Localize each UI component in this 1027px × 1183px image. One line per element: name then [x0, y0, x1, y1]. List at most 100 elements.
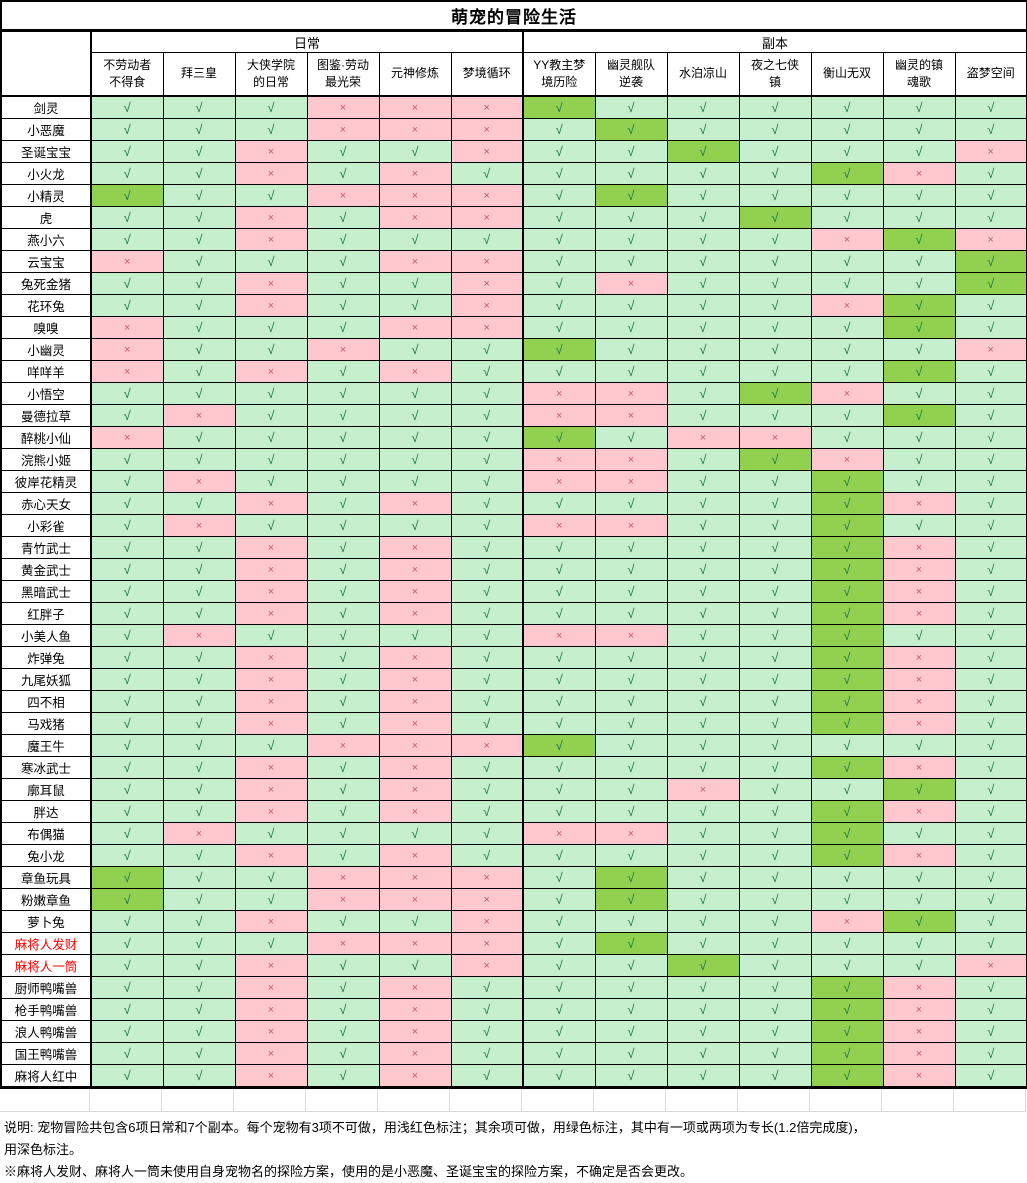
cell-cannot[interactable]: ×: [378, 580, 452, 603]
cell-specialty[interactable]: √: [810, 536, 884, 559]
cell-can[interactable]: √: [378, 140, 452, 163]
cell-cannot[interactable]: ×: [522, 822, 596, 845]
pet-name-cell[interactable]: 四不相: [0, 690, 92, 713]
cell-can[interactable]: √: [882, 932, 956, 955]
pet-name-cell[interactable]: 醉桃小仙: [0, 426, 92, 449]
cell-can[interactable]: √: [666, 910, 740, 933]
cell-cannot[interactable]: ×: [234, 998, 308, 1021]
cell-can[interactable]: √: [162, 360, 236, 383]
cell-cannot[interactable]: ×: [378, 932, 452, 955]
cell-can[interactable]: √: [594, 580, 668, 603]
cell-can[interactable]: √: [450, 844, 524, 867]
pet-name-cell[interactable]: 寒冰武士: [0, 756, 92, 779]
cell-can[interactable]: √: [522, 712, 596, 735]
cell-can[interactable]: √: [738, 558, 812, 581]
cell-can[interactable]: √: [162, 118, 236, 141]
cell-cannot[interactable]: ×: [234, 602, 308, 625]
cell-cannot[interactable]: ×: [882, 800, 956, 823]
cell-can[interactable]: √: [810, 250, 884, 273]
cell-can[interactable]: √: [738, 932, 812, 955]
cell-can[interactable]: √: [450, 492, 524, 515]
cell-cannot[interactable]: ×: [882, 756, 956, 779]
cell-can[interactable]: √: [450, 360, 524, 383]
cell-can[interactable]: √: [954, 118, 1027, 141]
cell-can[interactable]: √: [954, 1064, 1027, 1089]
cell-can[interactable]: √: [954, 976, 1027, 999]
cell-can[interactable]: √: [162, 338, 236, 361]
cell-can[interactable]: √: [594, 228, 668, 251]
cell-can[interactable]: √: [738, 1042, 812, 1065]
cell-cannot[interactable]: ×: [954, 954, 1027, 977]
cell-can[interactable]: √: [810, 426, 884, 449]
cell-cannot[interactable]: ×: [594, 404, 668, 427]
cell-cannot[interactable]: ×: [594, 470, 668, 493]
cell-cannot[interactable]: ×: [234, 800, 308, 823]
column-header-3[interactable]: 大侠学院 的日常: [234, 52, 308, 97]
cell-specialty[interactable]: √: [594, 118, 668, 141]
cell-can[interactable]: √: [594, 756, 668, 779]
cell-can[interactable]: √: [594, 734, 668, 757]
cell-specialty[interactable]: √: [810, 844, 884, 867]
column-header-4[interactable]: 图鉴·劳动 最光荣: [306, 52, 380, 97]
cell-can[interactable]: √: [882, 624, 956, 647]
cell-can[interactable]: √: [90, 646, 164, 669]
pet-name-cell[interactable]: 廓耳鼠: [0, 778, 92, 801]
cell-can[interactable]: √: [450, 998, 524, 1021]
cell-can[interactable]: √: [810, 118, 884, 141]
cell-can[interactable]: √: [666, 118, 740, 141]
cell-can[interactable]: √: [666, 206, 740, 229]
cell-specialty[interactable]: √: [738, 206, 812, 229]
cell-can[interactable]: √: [306, 294, 380, 317]
cell-can[interactable]: √: [378, 470, 452, 493]
cell-can[interactable]: √: [234, 118, 308, 141]
pet-name-cell[interactable]: 兔死金猪: [0, 272, 92, 295]
cell-can[interactable]: √: [162, 558, 236, 581]
cell-can[interactable]: √: [738, 536, 812, 559]
cell-cannot[interactable]: ×: [450, 95, 524, 119]
cell-cannot[interactable]: ×: [882, 580, 956, 603]
cell-specialty[interactable]: √: [882, 778, 956, 801]
cell-can[interactable]: √: [810, 954, 884, 977]
cell-can[interactable]: √: [882, 206, 956, 229]
cell-specialty[interactable]: √: [810, 690, 884, 713]
cell-can[interactable]: √: [378, 338, 452, 361]
cell-can[interactable]: √: [162, 1064, 236, 1089]
cell-cannot[interactable]: ×: [234, 536, 308, 559]
cell-specialty[interactable]: √: [882, 404, 956, 427]
cell-can[interactable]: √: [594, 1020, 668, 1043]
cell-cannot[interactable]: ×: [378, 734, 452, 757]
cell-cannot[interactable]: ×: [522, 624, 596, 647]
cell-can[interactable]: √: [378, 426, 452, 449]
cell-can[interactable]: √: [594, 712, 668, 735]
cell-cannot[interactable]: ×: [234, 140, 308, 163]
cell-can[interactable]: √: [738, 910, 812, 933]
cell-cannot[interactable]: ×: [306, 734, 380, 757]
cell-can[interactable]: √: [594, 206, 668, 229]
cell-can[interactable]: √: [306, 954, 380, 977]
cell-can[interactable]: √: [522, 954, 596, 977]
column-header-8[interactable]: 幽灵舰队 逆袭: [594, 52, 668, 97]
cell-can[interactable]: √: [306, 712, 380, 735]
cell-cannot[interactable]: ×: [450, 206, 524, 229]
cell-can[interactable]: √: [90, 140, 164, 163]
cell-can[interactable]: √: [666, 536, 740, 559]
cell-cannot[interactable]: ×: [378, 976, 452, 999]
cell-can[interactable]: √: [162, 954, 236, 977]
cell-can[interactable]: √: [666, 338, 740, 361]
cell-can[interactable]: √: [954, 1042, 1027, 1065]
cell-cannot[interactable]: ×: [378, 690, 452, 713]
cell-can[interactable]: √: [306, 514, 380, 537]
cell-can[interactable]: √: [810, 184, 884, 207]
cell-can[interactable]: √: [306, 448, 380, 471]
cell-specialty[interactable]: √: [810, 822, 884, 845]
cell-can[interactable]: √: [738, 976, 812, 999]
cell-can[interactable]: √: [234, 184, 308, 207]
cell-specialty[interactable]: √: [810, 470, 884, 493]
cell-can[interactable]: √: [90, 382, 164, 405]
cell-cannot[interactable]: ×: [90, 360, 164, 383]
cell-can[interactable]: √: [810, 95, 884, 119]
cell-can[interactable]: √: [450, 514, 524, 537]
cell-cannot[interactable]: ×: [378, 558, 452, 581]
cell-can[interactable]: √: [450, 536, 524, 559]
cell-can[interactable]: √: [234, 448, 308, 471]
